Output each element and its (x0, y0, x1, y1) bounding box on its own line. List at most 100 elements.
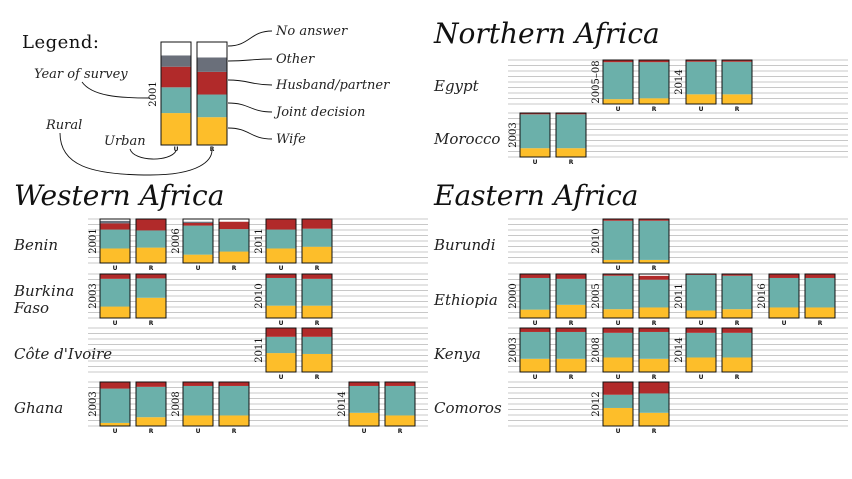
benin-2006-survey: 2006 U R (171, 218, 250, 272)
egypt-2005-08-bar-r (638, 59, 670, 105)
egypt-2014-bar-r-tick: R (735, 106, 740, 113)
benin-2001-bar-u-segment-husband (100, 223, 130, 230)
egypt-2005-08-bar-r-tick: R (652, 106, 657, 113)
cote-d-ivoire-2011-bar-r-tick: R (315, 374, 320, 381)
burundi-2010-bar-r-segment-wife (639, 259, 669, 263)
ethiopia-2000-bar-r (555, 273, 587, 319)
ethiopia-2016-bar-u (768, 273, 800, 319)
kenya-2003-bar-u (519, 327, 551, 373)
ghana-2014-bar-u-tick: U (362, 428, 367, 435)
egypt-2005-08-bar-u-outline (602, 59, 634, 105)
ethiopia-2011-bar-r-outline (721, 273, 753, 319)
benin-2011-bar-u-segment-husband (266, 219, 296, 230)
legend-label-urban: Urban (104, 134, 146, 149)
ghana-2014-bar-r-segment-wife (385, 415, 415, 426)
kenya-2003-bar-r (555, 327, 587, 373)
burkina-faso-2003-bar-r-segment-husband (136, 274, 166, 279)
kenya-2008-bar-u (602, 327, 634, 373)
burkina-faso-2010-bar-u-segment-wife (266, 305, 296, 318)
benin-2001-bar-r (135, 218, 167, 264)
burkina-faso-2010-bar-u-segment-husband (266, 274, 296, 278)
ethiopia-2016-bar-r-segment-wife (805, 307, 835, 318)
kenya-2014-bar-r-segment-husband (722, 328, 752, 333)
benin-2011-bar-r-segment-wife (302, 246, 332, 263)
egypt-2005-08-bar-r-segment-wife (639, 98, 669, 104)
benin-2006-bar-u-tick: U (196, 265, 201, 272)
morocco-2003-bar-r-segment-husband (556, 113, 586, 115)
kenya-2003-bar-u-tick: U (533, 374, 538, 381)
egypt-2005-08-bar-r-outline (638, 59, 670, 105)
legend-bar-r-segment-husband (197, 71, 227, 95)
burundi-2010-bar-u-segment-husband (603, 219, 633, 221)
burkina-faso-2003-bar-r-tick: R (149, 320, 154, 327)
ethiopia-2000-bar-u-segment-joint (520, 277, 550, 310)
ethiopia-2011-bar-u-segment-wife (686, 310, 716, 318)
benin-2001-bar-r-segment-joint (136, 230, 166, 248)
country-label-morocco: Morocco (433, 130, 500, 148)
legend-bar-u-segment-no-answer (161, 46, 191, 56)
legend-leader-husband (227, 79, 273, 86)
kenya-2008-bar-r-segment-joint (639, 331, 669, 359)
kenya-2003-bar-r-segment-wife (556, 358, 586, 372)
ghana-2008-bar-u (182, 381, 214, 427)
benin-2011-bar-u-tick: U (279, 265, 284, 272)
cote-d-ivoire-2011-survey: 2011 U R (254, 327, 333, 381)
benin-2011-bar-r-outline (301, 218, 333, 264)
kenya-2014-bar-u-segment-wife (686, 357, 716, 372)
country-label-burundi: Burundi (433, 236, 496, 254)
benin-2001-year-label: 2001 (88, 228, 99, 253)
cote-d-ivoire-2011-bar-r (301, 327, 333, 373)
burkina-faso-2010-bar-u (265, 273, 297, 319)
kenya-2003-bar-u-segment-joint (520, 331, 550, 359)
benin-2001-bar-r-outline (135, 218, 167, 264)
burkina-faso-2003-bar-u-segment-wife (100, 306, 130, 318)
kenya-2008-survey: 2008 U R (591, 327, 670, 381)
burkina-faso-2003-bar-r-segment-wife (136, 297, 166, 318)
ethiopia-2005-bar-u-segment-wife (603, 309, 633, 318)
morocco-2003-year-label: 2003 (508, 122, 519, 147)
burkina-faso-2010-bar-u-outline (265, 273, 297, 319)
ethiopia-2005-bar-u (602, 273, 634, 319)
legend-leader-urban (129, 148, 177, 160)
ethiopia-2005-bar-r-segment-wife (639, 307, 669, 318)
benin-2001-bar-u (99, 218, 131, 264)
ethiopia-2000-bar-u-segment-wife (520, 309, 550, 318)
ethiopia-2011-bar-r-segment-joint (722, 275, 752, 310)
benin-2001-bar-u-segment-joint (100, 229, 130, 249)
kenya-2003-bar-u-outline (519, 327, 551, 373)
region-title-northern-africa: Northern Africa (433, 17, 660, 50)
egypt-2005-08-bar-u-segment-husband (603, 60, 633, 63)
kenya-2003-bar-r-tick: R (569, 374, 574, 381)
ghana-2008-bar-r-segment-joint (219, 385, 249, 416)
ghana-2008-bar-u-tick: U (196, 428, 201, 435)
burkina-faso-2003-survey: 2003 U R (88, 273, 167, 327)
burundi-2010-bar-u-segment-wife (603, 259, 633, 263)
burundi-2010-survey: 2010 U R (591, 218, 670, 272)
legend-bar-r-segment-other (197, 57, 227, 72)
country-row-benin: Benin 2001 U R 2006 U R 2011 U R (13, 218, 428, 272)
legend-leader-joint (227, 102, 273, 113)
ethiopia-2000-bar-u-tick: U (533, 320, 538, 327)
ethiopia-2011-bar-u (685, 273, 717, 319)
egypt-2014-bar-r (721, 59, 753, 105)
ghana-2008-bar-r (218, 381, 250, 427)
cote-d-ivoire-2011-year-label: 2011 (254, 337, 265, 362)
country-row-morocco: Morocco 2003 U R (433, 112, 848, 166)
ghana-2014-bar-u-segment-joint (349, 385, 379, 413)
benin-2001-bar-u-outline (99, 218, 131, 264)
ethiopia-2000-year-label: 2000 (508, 283, 519, 308)
ghana-2008-bar-u-outline (182, 381, 214, 427)
morocco-2003-bar-r (555, 112, 587, 158)
country-row-cote-d-ivoire: Côte d'Ivoire 2011 U R (14, 327, 428, 381)
egypt-2014-bar-u-outline (685, 59, 717, 105)
burundi-2010-bar-r-outline (638, 218, 670, 264)
kenya-2014-bar-u-tick: U (699, 374, 704, 381)
burundi-2010-bar-r-segment-husband (639, 219, 669, 221)
comoros-2012-bar-r-segment-husband (639, 382, 669, 394)
benin-2006-bar-u-segment-joint (183, 225, 213, 255)
kenya-2014-bar-r (721, 327, 753, 373)
egypt-2014-bar-r-outline (721, 59, 753, 105)
morocco-2003-bar-u-tick: U (533, 159, 538, 166)
kenya-2003-bar-u-segment-wife (520, 358, 550, 372)
